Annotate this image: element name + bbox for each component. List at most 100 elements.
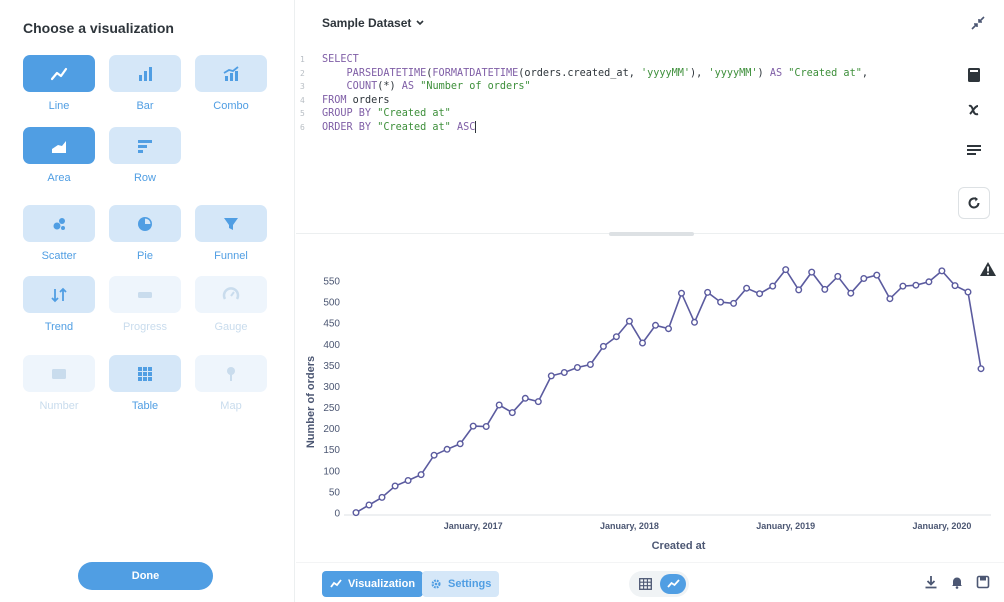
viz-option-pie[interactable]: Pie	[109, 205, 181, 262]
y-tick-label: 100	[323, 466, 340, 477]
data-point[interactable]	[430, 451, 438, 459]
data-point[interactable]	[964, 288, 972, 296]
data-point[interactable]	[521, 394, 529, 402]
data-point[interactable]	[586, 360, 594, 368]
data-point[interactable]	[391, 482, 399, 490]
viz-option-button[interactable]	[195, 205, 267, 242]
data-point[interactable]	[417, 471, 425, 479]
data-reference-button[interactable]	[959, 60, 989, 90]
viz-option-button[interactable]	[109, 127, 181, 164]
bell-icon	[952, 577, 962, 589]
data-point[interactable]	[547, 372, 555, 380]
data-point[interactable]	[743, 284, 751, 292]
collapse-editor-icon[interactable]	[970, 15, 986, 31]
viz-option-button[interactable]	[109, 205, 181, 242]
data-point[interactable]	[873, 271, 881, 279]
run-query-button[interactable]	[958, 187, 990, 219]
viz-option-bar[interactable]: Bar	[109, 55, 181, 112]
data-point[interactable]	[352, 509, 360, 517]
viz-option-trend[interactable]: Trend	[23, 276, 95, 333]
save-icon	[976, 575, 990, 589]
data-point[interactable]	[782, 266, 790, 274]
y-tick-label: 200	[323, 424, 340, 435]
data-point[interactable]	[769, 282, 777, 290]
viz-option-label: Row	[133, 172, 156, 184]
viz-option-number: Number	[23, 355, 95, 412]
data-point[interactable]	[938, 267, 946, 275]
chart-view-toggle[interactable]	[660, 574, 686, 594]
variables-button[interactable]	[959, 95, 989, 125]
viz-option-scatter[interactable]: Scatter	[23, 205, 95, 262]
data-point[interactable]	[612, 333, 620, 341]
viz-option-button[interactable]	[23, 55, 95, 92]
snippets-button[interactable]	[959, 135, 989, 165]
viz-option-funnel[interactable]: Funnel	[195, 205, 267, 262]
data-point[interactable]	[456, 440, 464, 448]
data-point[interactable]	[847, 289, 855, 297]
viz-option-label: Bar	[136, 100, 154, 112]
viz-option-line[interactable]: Line	[23, 55, 95, 112]
data-point[interactable]	[482, 422, 490, 430]
gear-icon	[431, 579, 441, 589]
sql-code[interactable]: 1 SELECT 2 PARSEDATETIME(FORMATDATETIME (o…	[296, 53, 936, 134]
data-point[interactable]	[704, 288, 712, 296]
data-point[interactable]	[652, 321, 660, 329]
data-point[interactable]	[469, 422, 477, 430]
data-point[interactable]	[951, 282, 959, 290]
viz-option-button[interactable]	[23, 127, 95, 164]
viz-option-combo[interactable]: Combo	[195, 55, 267, 112]
data-point[interactable]	[625, 317, 633, 325]
viz-option-area[interactable]: Area	[23, 127, 95, 184]
data-point[interactable]	[795, 286, 803, 294]
dataset-selector[interactable]: Sample Dataset	[322, 16, 424, 30]
viz-option-button[interactable]	[195, 55, 267, 92]
series-line	[355, 268, 982, 514]
viz-option-button[interactable]	[23, 276, 95, 313]
data-point[interactable]	[378, 493, 386, 501]
data-point[interactable]	[678, 289, 686, 297]
area-chart-icon	[52, 140, 66, 153]
alert-button[interactable]	[948, 573, 966, 591]
data-point[interactable]	[821, 285, 829, 293]
data-point[interactable]	[730, 299, 738, 307]
warning-icon[interactable]	[979, 261, 997, 277]
x-axis-title: Created at	[652, 540, 706, 552]
data-point[interactable]	[534, 398, 542, 406]
save-question-button[interactable]	[974, 573, 992, 591]
data-point[interactable]	[925, 278, 933, 286]
data-point[interactable]	[977, 365, 985, 373]
viz-option-label: Area	[47, 172, 71, 184]
visualization-button[interactable]: Visualization	[322, 571, 424, 597]
editor-resize-handle[interactable]	[609, 232, 694, 236]
done-button[interactable]: Done	[78, 562, 213, 590]
data-point[interactable]	[495, 401, 503, 409]
data-point[interactable]	[404, 476, 412, 484]
data-point[interactable]	[912, 281, 920, 289]
data-point[interactable]	[560, 368, 568, 376]
data-point[interactable]	[717, 298, 725, 306]
data-point[interactable]	[573, 363, 581, 371]
data-point[interactable]	[756, 290, 764, 298]
table-view-toggle[interactable]	[635, 574, 655, 594]
viz-option-button[interactable]	[109, 355, 181, 392]
data-point[interactable]	[365, 501, 373, 509]
data-point[interactable]	[899, 282, 907, 290]
data-point[interactable]	[808, 268, 816, 276]
data-point[interactable]	[665, 325, 673, 333]
data-point[interactable]	[886, 295, 894, 303]
viz-option-button[interactable]	[109, 55, 181, 92]
viz-option-row[interactable]: Row	[109, 127, 181, 184]
settings-button[interactable]: Settings	[422, 571, 500, 597]
download-button[interactable]	[922, 573, 940, 591]
data-point[interactable]	[860, 275, 868, 283]
viz-option-button[interactable]	[23, 205, 95, 242]
data-point[interactable]	[508, 409, 516, 417]
settings-label: Settings	[448, 578, 492, 590]
data-point[interactable]	[639, 339, 647, 347]
data-point[interactable]	[834, 272, 842, 280]
viz-option-table[interactable]: Table	[109, 355, 181, 412]
data-point[interactable]	[599, 342, 607, 350]
data-point[interactable]	[691, 318, 699, 326]
bar-chart-icon	[139, 66, 152, 81]
data-point[interactable]	[443, 445, 451, 453]
